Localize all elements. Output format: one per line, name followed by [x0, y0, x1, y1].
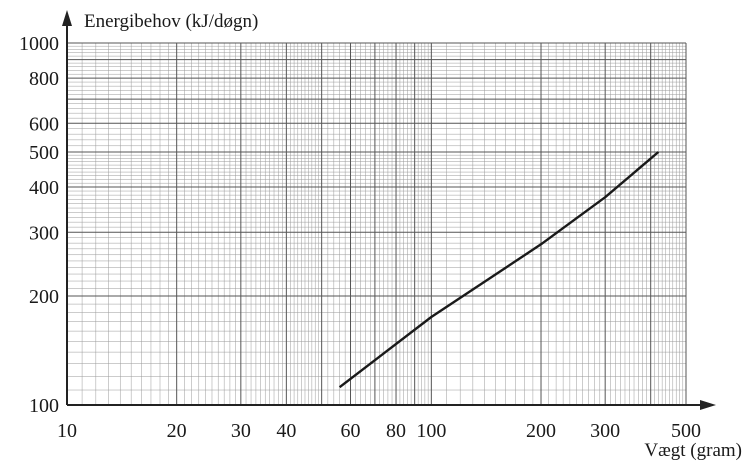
x-tick-label: 20 [167, 420, 187, 442]
x-tick-label: 60 [341, 420, 361, 442]
x-tick-label: 200 [526, 420, 556, 442]
minor-grid [67, 43, 686, 405]
x-tick-label: 500 [671, 420, 701, 442]
y-tick-label: 400 [29, 177, 59, 199]
y-tick-labels: 100 200 300 400 500 600 800 1000 [19, 33, 59, 417]
x-axis-title: Vægt (gram) [644, 440, 742, 461]
y-tick-label: 800 [29, 68, 59, 90]
series-layer [338, 151, 660, 389]
x-tick-label: 80 [386, 420, 406, 442]
y-axis-arrow [62, 10, 72, 26]
axes [62, 10, 716, 410]
y-tick-label: 200 [29, 286, 59, 308]
x-tick-label: 300 [590, 420, 620, 442]
x-axis-arrow [700, 400, 716, 410]
y-tick-label: 600 [29, 113, 59, 135]
y-tick-label: 500 [29, 142, 59, 164]
x-tick-label: 10 [57, 420, 77, 442]
series-line [338, 151, 660, 389]
x-tick-labels: 10 20 30 40 60 80 100 200 300 500 [57, 420, 701, 442]
y-tick-label: 300 [29, 222, 59, 244]
y-axis-title: Energibehov (kJ/døgn) [84, 11, 258, 32]
x-tick-label: 30 [231, 420, 251, 442]
x-tick-label: 40 [276, 420, 296, 442]
y-tick-label: 100 [29, 395, 59, 417]
y-tick-label: 1000 [19, 33, 59, 55]
x-tick-label: 100 [416, 420, 446, 442]
